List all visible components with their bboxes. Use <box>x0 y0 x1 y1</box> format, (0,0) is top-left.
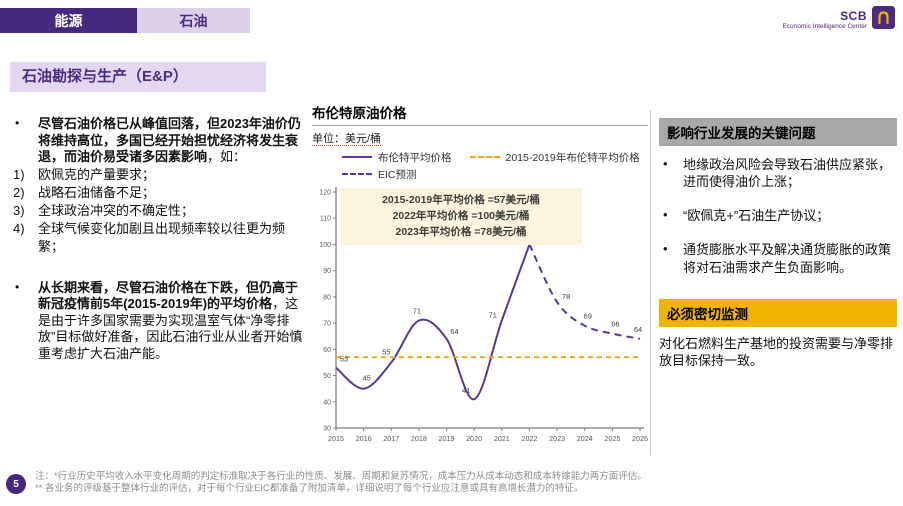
chart-plot-area: 30 40 50 60 70 80 90 100 110 120 2015 2016 2017 2018 2… <box>312 184 648 459</box>
svg-text:78: 78 <box>562 292 570 301</box>
key-issue-text: 通货膨胀水平及解决通货膨胀的政策将对石油需求产生负面影响。 <box>683 242 892 275</box>
key-issue-text: “欧佩克+”石油生产协议； <box>683 208 830 224</box>
svg-text:40: 40 <box>323 399 331 406</box>
bullet-dot: • <box>663 207 668 223</box>
left-numbered-item: 4) 全球气候变化加剧且出现频率较以往更为频繁； <box>10 220 307 256</box>
scb-subtitle: Economic Intelligence Center <box>782 22 867 30</box>
svg-text:2021: 2021 <box>494 434 510 443</box>
svg-text:2024: 2024 <box>577 434 593 443</box>
svg-text:66: 66 <box>611 320 619 329</box>
legend-label-forecast: EIC预测 <box>378 168 417 181</box>
legend-solid-line-swatch <box>342 156 372 158</box>
svg-text:71: 71 <box>489 310 497 319</box>
svg-text:69: 69 <box>584 312 592 321</box>
item-text: 全球气候变化加剧且出现频率较以往更为频繁； <box>38 220 286 254</box>
item-number: 3) <box>13 202 25 218</box>
footnotes: 注：*行业历史平均收入水平变化周期的判定标准取决于各行业的性质、发展、周期和复苏… <box>35 471 895 496</box>
svg-text:2017: 2017 <box>383 434 399 443</box>
footnote-line-2: ** 各业务的评级基于整体行业的评估，对于每个行业EIC都准备了附加清单，详细说… <box>35 483 584 495</box>
svg-text:80: 80 <box>323 294 331 301</box>
svg-text:2020: 2020 <box>466 434 482 443</box>
monitor-text: 对化石燃料生产基地的投资需要与净零排放目标保持一致。 <box>659 335 894 368</box>
item-number: 2) <box>13 184 25 200</box>
left-bullet-2: • 从长期来看，尽管石油价格在下跌，但仍高于新冠疫情前5年(2015-2019年… <box>10 280 307 363</box>
svg-text:41: 41 <box>462 386 470 395</box>
tab-oil[interactable]: 石油 <box>137 8 250 33</box>
header-tabs: 能源 石油 <box>0 8 250 33</box>
brent-price-chart: 30 40 50 60 70 80 90 100 110 120 2015 2016 2017 2018 2… <box>319 187 648 443</box>
svg-text:2018: 2018 <box>411 434 427 443</box>
svg-text:2025: 2025 <box>604 434 620 443</box>
svg-text:45: 45 <box>362 374 370 383</box>
svg-text:90: 90 <box>323 268 331 275</box>
bullet-dot: • <box>15 279 20 294</box>
svg-text:50: 50 <box>323 373 331 380</box>
key-issues-header: 影响行业发展的关键问题 <box>659 118 897 146</box>
chart-legend: 布伦特平均价格 2015-2019年布伦特平均价格 EIC预测 <box>342 149 648 182</box>
scb-arch-icon <box>872 6 895 34</box>
left-numbered-item: 1) 欧佩克的产量要求； <box>10 166 307 184</box>
annotation-line-3: 2023年平均价格 =78美元/桶 <box>395 225 527 238</box>
key-issue-item: • 地缘政治风险会导致石油供应紧张，进而使得油价上涨； <box>659 156 897 190</box>
legend-orange-dash-swatch <box>469 156 500 158</box>
bullet-dot: • <box>663 156 668 171</box>
svg-text:2023: 2023 <box>549 434 565 443</box>
page-number-badge: 5 <box>6 474 26 494</box>
item-text: 欧佩克的产量要求； <box>38 166 156 182</box>
bullet-dot: • <box>15 116 20 130</box>
item-text: 全球政治冲突的不确定性； <box>38 202 195 218</box>
annotation-line-2: 2022年平均价格 =100美元/桶 <box>392 209 530 222</box>
tab-energy[interactable]: 能源 <box>0 8 137 33</box>
left-bullet-1: • 尽管石油价格已从峰值回落，但2023年油价仍将维持高位，多国已经开始担忧经济… <box>10 116 307 166</box>
right-panel: 影响行业发展的关键问题 • 地缘政治风险会导致石油供应紧张，进而使得油价上涨； … <box>659 118 897 369</box>
item-text: 战略石油储备不足； <box>38 184 156 200</box>
svg-text:2016: 2016 <box>356 434 372 443</box>
chart-unit-label: 单位：美元/桶 <box>312 133 382 145</box>
svg-text:64: 64 <box>450 327 458 336</box>
svg-text:110: 110 <box>320 216 331 223</box>
key-issue-item: • 通货膨胀水平及解决通货膨胀的政策将对石油需求产生负面影响。 <box>659 241 897 275</box>
monitor-header: 必须密切监测 <box>659 298 897 327</box>
svg-text:53: 53 <box>340 355 348 364</box>
left-numbered-item: 2) 战略石油储备不足； <box>10 184 307 202</box>
svg-text:64: 64 <box>634 325 642 334</box>
svg-text:120: 120 <box>319 190 331 197</box>
vertical-divider <box>650 110 651 455</box>
svg-text:2026: 2026 <box>632 434 648 443</box>
chart-annotation-box: 2015-2019年平均价格 =57美元/桶 2022年平均价格 =100美元/… <box>340 188 582 246</box>
key-issue-item: • “欧佩克+”石油生产协议； <box>659 207 897 224</box>
page-title: 石油勘探与生产（E&P） <box>10 62 266 92</box>
svg-text:70: 70 <box>323 321 331 328</box>
legend-purple-dash-swatch <box>342 173 372 175</box>
svg-text:60: 60 <box>323 347 331 354</box>
svg-text:30: 30 <box>323 426 331 433</box>
footnote-line-1: 注：*行业历史平均收入水平变化周期的判定标准取决于各行业的性质、发展、周期和复苏… <box>35 471 647 482</box>
scb-logo-text: SCB Economic Intelligence Center <box>782 10 867 31</box>
left-bullet-1-bold: 尽管石油价格已从峰值回落，但2023年油价仍将维持高位，多国已经开始担忧经济将发… <box>38 116 301 165</box>
svg-text:2015: 2015 <box>328 434 344 443</box>
annotation-line-1: 2015-2019年平均价格 =57美元/桶 <box>382 194 540 206</box>
chart-section: 布伦特原油价格 单位：美元/桶 布伦特平均价格 2015-2019年布伦特平均价… <box>312 102 648 459</box>
chart-title: 布伦特原油价格 <box>312 102 648 126</box>
left-numbered-item: 3) 全球政治冲突的不确定性； <box>10 202 307 220</box>
left-bullet-2-bold: 从长期来看，尽管石油价格在下跌，但仍高于新冠疫情前5年(2015-2019年)的… <box>38 279 299 312</box>
scb-wordmark: SCB <box>840 8 867 23</box>
scb-logo: SCB Economic Intelligence Center <box>782 6 895 34</box>
left-bullet-1-rest: ，如： <box>207 149 247 165</box>
item-number: 4) <box>13 220 25 236</box>
svg-text:2022: 2022 <box>521 434 537 443</box>
svg-text:71: 71 <box>413 306 421 315</box>
left-panel: • 尽管石油价格已从峰值回落，但2023年油价仍将维持高位，多国已经开始担忧经济… <box>10 116 307 363</box>
legend-label-brent: 布伦特平均价格 <box>378 151 452 164</box>
left-bullet-2-rest: ，这是由于许多国家需要为实现温室气体“净零排放”目标做好准备，因此石油行业从业者… <box>38 296 303 362</box>
svg-text:55: 55 <box>382 347 390 356</box>
svg-text:2019: 2019 <box>439 434 455 443</box>
bullet-dot: • <box>663 241 668 257</box>
svg-text:100: 100 <box>319 242 331 249</box>
item-number: 1) <box>13 166 25 182</box>
legend-label-average: 2015-2019年布伦特平均价格 <box>505 151 640 164</box>
key-issue-text: 地缘政治风险会导致石油供应紧张，进而使得油价上涨； <box>683 157 892 190</box>
